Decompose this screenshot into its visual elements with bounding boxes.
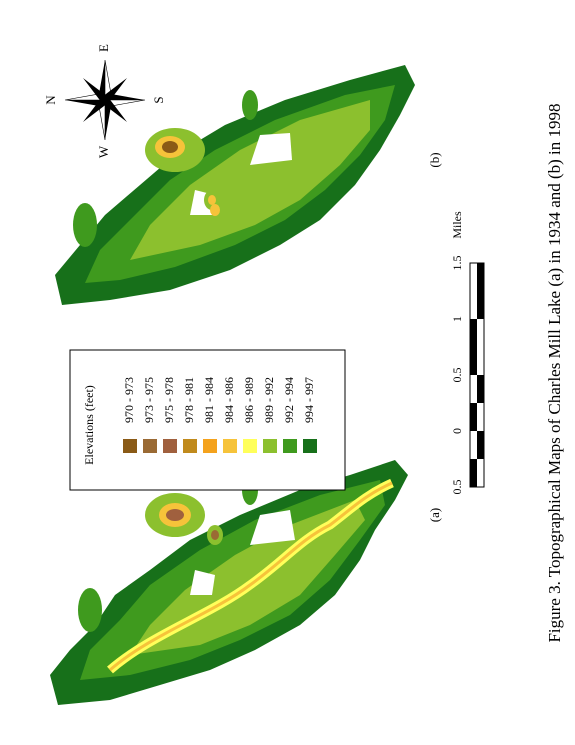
panel-label: (b) [427, 152, 442, 167]
legend-swatch [263, 439, 277, 453]
scale-label: 0.5 [450, 368, 464, 383]
panel-label: (a) [427, 508, 442, 522]
scale-unit: Miles [450, 211, 464, 239]
legend-label: 970 - 973 [122, 377, 136, 423]
scale-label: 0.5 [450, 480, 464, 495]
legend-items: 970 - 973 973 - 975 975 - 978 978 - 981 981 … [122, 377, 317, 453]
legend-label: 975 - 978 [162, 377, 176, 423]
legend-label: 978 - 981 [182, 377, 196, 423]
legend-label: 994 - 997 [302, 377, 316, 423]
legend-swatch [123, 439, 137, 453]
map-a [50, 460, 408, 705]
map-b [55, 65, 415, 305]
legend-swatch [223, 439, 237, 453]
legend-swatch [183, 439, 197, 453]
legend-label: 992 - 994 [282, 377, 296, 423]
scale-label: 0 [450, 428, 464, 434]
figure-caption: Figure 3. Topographical Maps of Charles … [545, 103, 564, 642]
legend-label: 989 - 992 [262, 377, 276, 423]
legend-title: Elevations (feet) [82, 385, 96, 465]
legend-label: 986 - 989 [242, 377, 256, 423]
legend-swatch [243, 439, 257, 453]
legend-swatch [203, 439, 217, 453]
legend-label: 984 - 986 [222, 377, 236, 423]
legend-swatch [303, 439, 317, 453]
rotated-figure: Elevations (feet) 970 - 973 973 - 975 975 … [43, 44, 564, 705]
legend-label: 981 - 984 [202, 377, 216, 423]
compass-west: W [96, 145, 111, 158]
compass-east: E [96, 44, 111, 52]
legend-swatch [143, 439, 157, 453]
compass-north: N [43, 95, 58, 105]
legend-label: 973 - 975 [142, 377, 156, 423]
legend-swatch [283, 439, 297, 453]
scale-label: 1 [450, 316, 464, 322]
legend-swatch [163, 439, 177, 453]
legend-box [69, 349, 346, 491]
scale-bar [469, 262, 485, 488]
scale-label: 1.5 [450, 256, 464, 271]
compass: N S E W [43, 44, 166, 158]
compass-south: S [151, 96, 166, 103]
